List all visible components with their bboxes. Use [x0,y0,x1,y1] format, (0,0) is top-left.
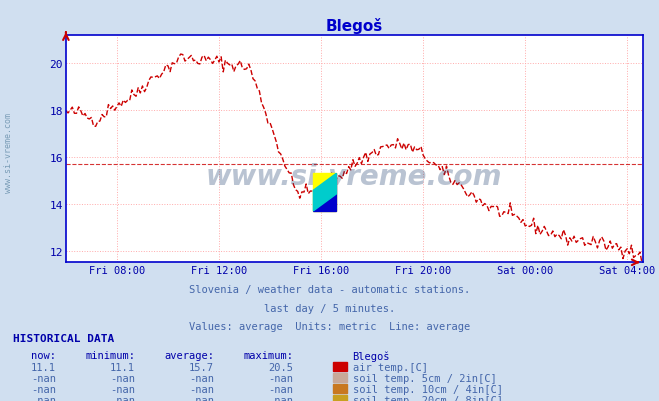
Title: Blegoš: Blegoš [326,18,383,34]
Bar [314,174,336,211]
Text: 11.1: 11.1 [31,363,56,373]
Text: www.si-vreme.com: www.si-vreme.com [4,112,13,192]
Text: www.si-vreme.com: www.si-vreme.com [206,162,502,190]
Text: soil temp. 20cm / 8in[C]: soil temp. 20cm / 8in[C] [353,395,503,401]
Text: -nan: -nan [268,373,293,383]
Text: last day / 5 minutes.: last day / 5 minutes. [264,303,395,313]
Text: 11.1: 11.1 [110,363,135,373]
Text: -nan: -nan [31,384,56,394]
Text: -nan: -nan [110,384,135,394]
Text: -nan: -nan [268,395,293,401]
Bar [333,395,347,401]
Text: -nan: -nan [31,395,56,401]
Text: -nan: -nan [268,384,293,394]
Text: minimum:: minimum: [85,350,135,360]
Text: -nan: -nan [110,373,135,383]
Text: -nan: -nan [189,395,214,401]
Text: average:: average: [164,350,214,360]
Polygon shape [314,174,336,211]
Text: maximum:: maximum: [243,350,293,360]
Bar [333,373,347,382]
Text: Values: average  Units: metric  Line: average: Values: average Units: metric Line: aver… [189,321,470,331]
Text: soil temp. 5cm / 2in[C]: soil temp. 5cm / 2in[C] [353,373,496,383]
Bar [333,363,347,371]
Text: HISTORICAL DATA: HISTORICAL DATA [13,333,115,343]
Text: -nan: -nan [189,373,214,383]
Text: -nan: -nan [31,373,56,383]
Text: Slovenia / weather data - automatic stations.: Slovenia / weather data - automatic stat… [189,285,470,295]
Text: -nan: -nan [189,384,214,394]
Text: Blegoš: Blegoš [353,350,390,361]
Polygon shape [314,174,336,211]
Text: 20.5: 20.5 [268,363,293,373]
Text: air temp.[C]: air temp.[C] [353,363,428,373]
Text: now:: now: [31,350,56,360]
Text: 15.7: 15.7 [189,363,214,373]
Text: soil temp. 10cm / 4in[C]: soil temp. 10cm / 4in[C] [353,384,503,394]
Bar [333,384,347,393]
Text: -nan: -nan [110,395,135,401]
